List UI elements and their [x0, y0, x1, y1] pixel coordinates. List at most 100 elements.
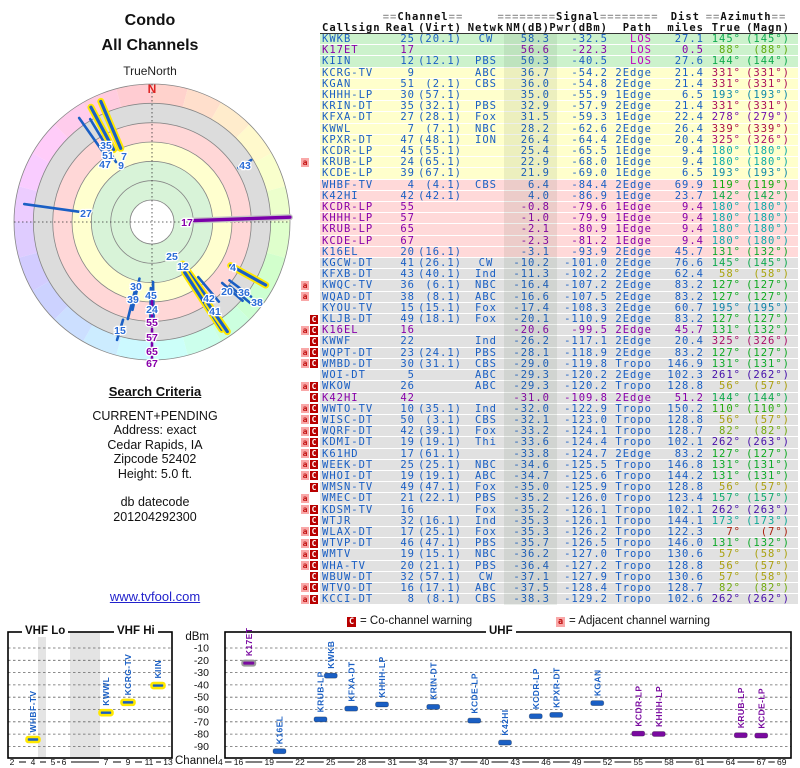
table-cell: 24 — [400, 156, 415, 169]
table-cell: KGAN — [322, 77, 352, 90]
table-cell: 262° — [711, 593, 741, 606]
dbm-tick-label: -90 — [194, 741, 209, 753]
group-header-azimuth: ==Azimuth== — [705, 11, 787, 23]
signal-strength-chart: dBm-10-20-30-40-50-60-70-80-902 4 5 6 7 9 11 13… — [7, 627, 792, 767]
radar-spoke — [237, 158, 253, 170]
table-cell: NBC — [475, 458, 497, 471]
table-cell: -55.9 — [571, 89, 608, 102]
table-cell: (21.1) — [418, 559, 462, 572]
table-cell: -109.8 — [564, 391, 608, 404]
table-cell: (6.1) — [425, 279, 462, 292]
radar-hue-sector — [32, 281, 69, 320]
table-cell: ABC — [475, 369, 497, 382]
table-cell: (42.1) — [418, 189, 462, 202]
radar-orientation-label: TrueNorth — [123, 64, 177, 78]
tvfool-link[interactable]: www.tvfool.com — [109, 589, 201, 604]
table-cell: -20.1 — [513, 313, 550, 326]
signal-marker — [590, 700, 605, 707]
table-cell: (61.1) — [418, 447, 462, 460]
co-channel-warning-badge: C — [310, 527, 318, 537]
table-cell: 58° — [719, 268, 741, 281]
table-cell: CBS — [475, 357, 497, 370]
table-cell: (180°) — [746, 234, 790, 247]
signal-marker — [631, 730, 646, 737]
co-channel-warning-badge: C — [310, 549, 318, 559]
search-criteria-heading: Search Criteria — [108, 384, 202, 399]
table-row: WLAX-DT 17 (25.1) Fox -35.3 -126.2 Tropo 122.3 7… — [301, 525, 798, 539]
table-cell: Tropo — [615, 503, 652, 516]
table-cell: -80.9 — [571, 223, 608, 236]
dbm-tick-label: -50 — [194, 692, 209, 704]
table-cell: 146.8 — [667, 458, 704, 471]
dbm-tick-label: -20 — [194, 655, 209, 667]
table-cell: 2Edge — [615, 301, 652, 314]
signal-marker — [344, 705, 359, 712]
table-cell: Tropo — [615, 425, 652, 438]
column-header: (Virt) — [418, 22, 462, 34]
table-cell: 146.9 — [667, 357, 704, 370]
table-cell: WBUW-DT — [322, 570, 374, 583]
table-cell: (16.1) — [418, 245, 462, 258]
table-cell: WOI-DT — [322, 369, 366, 382]
table-cell: WHOI-DT — [322, 469, 374, 482]
table-cell: (57°) — [753, 559, 790, 572]
table-cell: (180°) — [746, 145, 790, 158]
table-cell: 142° — [711, 189, 741, 202]
table-cell: KRUB-LP — [322, 223, 374, 236]
group-header-dist: Dist — [670, 11, 700, 23]
table-cell: 45.7 — [674, 324, 704, 337]
table-cell: 83.2 — [674, 346, 704, 359]
table-cell: 127° — [711, 313, 741, 326]
table-cell: -11.3 — [513, 268, 550, 281]
table-row: KCRG-TV 9 ABC 36.7 -54.2 2Edge 21.4 331° (331°) — [320, 67, 798, 79]
table-cell: 22 — [400, 335, 415, 348]
table-row: KCDE-LP 39 (67.1) 21.9 -69.0 1Edge 6.5 193° (193… — [320, 167, 798, 180]
table-cell: Tropo — [615, 402, 652, 415]
table-cell: 88° — [719, 44, 741, 57]
channel-tick-label: 69 — [777, 757, 787, 767]
table-cell: Tropo — [615, 357, 652, 370]
table-cell: 82° — [719, 425, 741, 438]
column-header: Netwk — [467, 22, 505, 34]
table-cell: (19.1) — [418, 436, 462, 449]
table-cell: 131° — [711, 245, 741, 258]
table-cell: 23 — [400, 346, 415, 359]
co-channel-warning-badge: C — [310, 449, 318, 459]
table-cell: 1Edge — [615, 189, 652, 202]
table-cell: KPXR-DT — [322, 133, 374, 146]
table-cell: 47 — [400, 133, 415, 146]
table-row: WTVP-DT 46 (47.1) PBS -35.7 -126.5 Tropo 146.0 1… — [301, 538, 798, 550]
signal-marker — [241, 659, 257, 667]
table-cell: (65.1) — [418, 156, 462, 169]
table-cell: 25.4 — [520, 145, 550, 158]
table-cell: 9.4 — [682, 223, 704, 236]
table-cell: 145° — [711, 257, 741, 270]
table-cell: Tropo — [615, 593, 652, 606]
adjacent-channel-warning-badge: a — [301, 381, 309, 391]
table-cell: 6.5 — [682, 167, 704, 180]
signal-marker — [549, 712, 564, 718]
table-cell: 51.2 — [674, 391, 704, 404]
search-criteria-line: CURRENT+PENDING — [92, 408, 218, 423]
table-cell: -79.6 — [571, 201, 608, 214]
table-cell: 69.9 — [674, 178, 704, 191]
table-cell: 130.6 — [667, 570, 704, 583]
table-cell: KFXA-DT — [322, 111, 374, 124]
table-cell: 56° — [719, 380, 741, 393]
channel-tick-label: 6 — [62, 757, 67, 767]
adjacent-channel-warning-badge: a — [301, 292, 309, 302]
adjacent-channel-warning-badge: a — [301, 426, 309, 436]
table-cell: LOS — [630, 55, 652, 68]
table-cell: -119.8 — [564, 357, 608, 370]
table-cell: (19.1) — [418, 469, 462, 482]
table-cell: -127.0 — [564, 548, 608, 561]
signal-marker — [272, 748, 287, 755]
co-channel-warning-badge: C — [310, 404, 318, 414]
table-cell: 119° — [711, 178, 741, 191]
table-cell: WLAX-DT — [322, 525, 374, 538]
table-cell: -123.0 — [564, 413, 608, 426]
table-cell: 9.4 — [682, 156, 704, 169]
table-cell: 39 — [400, 167, 415, 180]
table-cell: WTVO-DT — [322, 581, 374, 594]
